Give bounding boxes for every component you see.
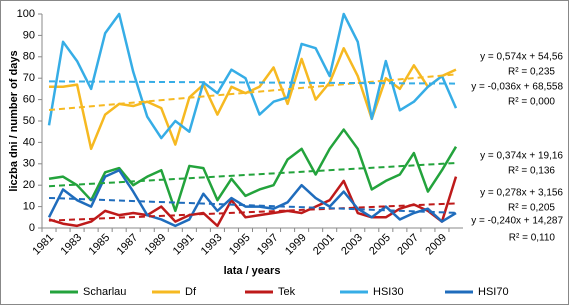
trend-r2: R² = 0,110 xyxy=(509,233,556,244)
trend-equation: y = -0,240x + 14,287 xyxy=(471,216,563,227)
legend-label: Tek xyxy=(278,286,296,298)
y-tick-label: 0 xyxy=(29,222,35,234)
trendline xyxy=(48,202,457,222)
y-tick-label: 100 xyxy=(17,8,35,20)
y-tick-label: 90 xyxy=(23,29,35,41)
trendline xyxy=(48,196,457,214)
series-line xyxy=(48,128,458,213)
y-tick-label: 10 xyxy=(23,201,35,213)
series-line xyxy=(48,176,458,228)
y-tick-label: 30 xyxy=(23,158,35,170)
y-tick-label: 20 xyxy=(23,179,35,191)
series-line xyxy=(47,12,458,140)
trend-r2: R² = 0,205 xyxy=(508,203,555,214)
legend-label: HSI70 xyxy=(478,286,509,298)
x-axis-label: lata / years xyxy=(224,265,281,277)
trend-r2: R² = 0,136 xyxy=(508,166,555,177)
legend-label: Df xyxy=(185,286,197,298)
trend-equation: y = 0,374x + 19,16 xyxy=(480,151,563,162)
trendline xyxy=(49,80,456,85)
legend-label: Scharlau xyxy=(83,286,126,298)
trend-r2: R² = 0,235 xyxy=(508,67,555,78)
trend-r2: R² = 0,000 xyxy=(508,97,555,108)
series-line xyxy=(47,168,457,228)
trendline xyxy=(48,73,457,112)
trend-equation: y = 0,574x + 54,56 xyxy=(480,52,563,63)
trendline xyxy=(48,161,457,188)
y-tick-label: 40 xyxy=(23,136,35,148)
y-tick-label: 80 xyxy=(23,51,35,63)
trend-equation: y = 0,278x + 3,156 xyxy=(480,188,563,199)
y-axis-label: liczba dni / number of days xyxy=(8,50,20,191)
legend-label: HSI30 xyxy=(373,286,404,298)
y-tick-label: 50 xyxy=(23,115,35,127)
y-tick-label: 60 xyxy=(23,94,35,106)
y-tick-label: 70 xyxy=(23,72,35,84)
trend-equation: y = -0,036x + 68,558 xyxy=(471,82,563,93)
